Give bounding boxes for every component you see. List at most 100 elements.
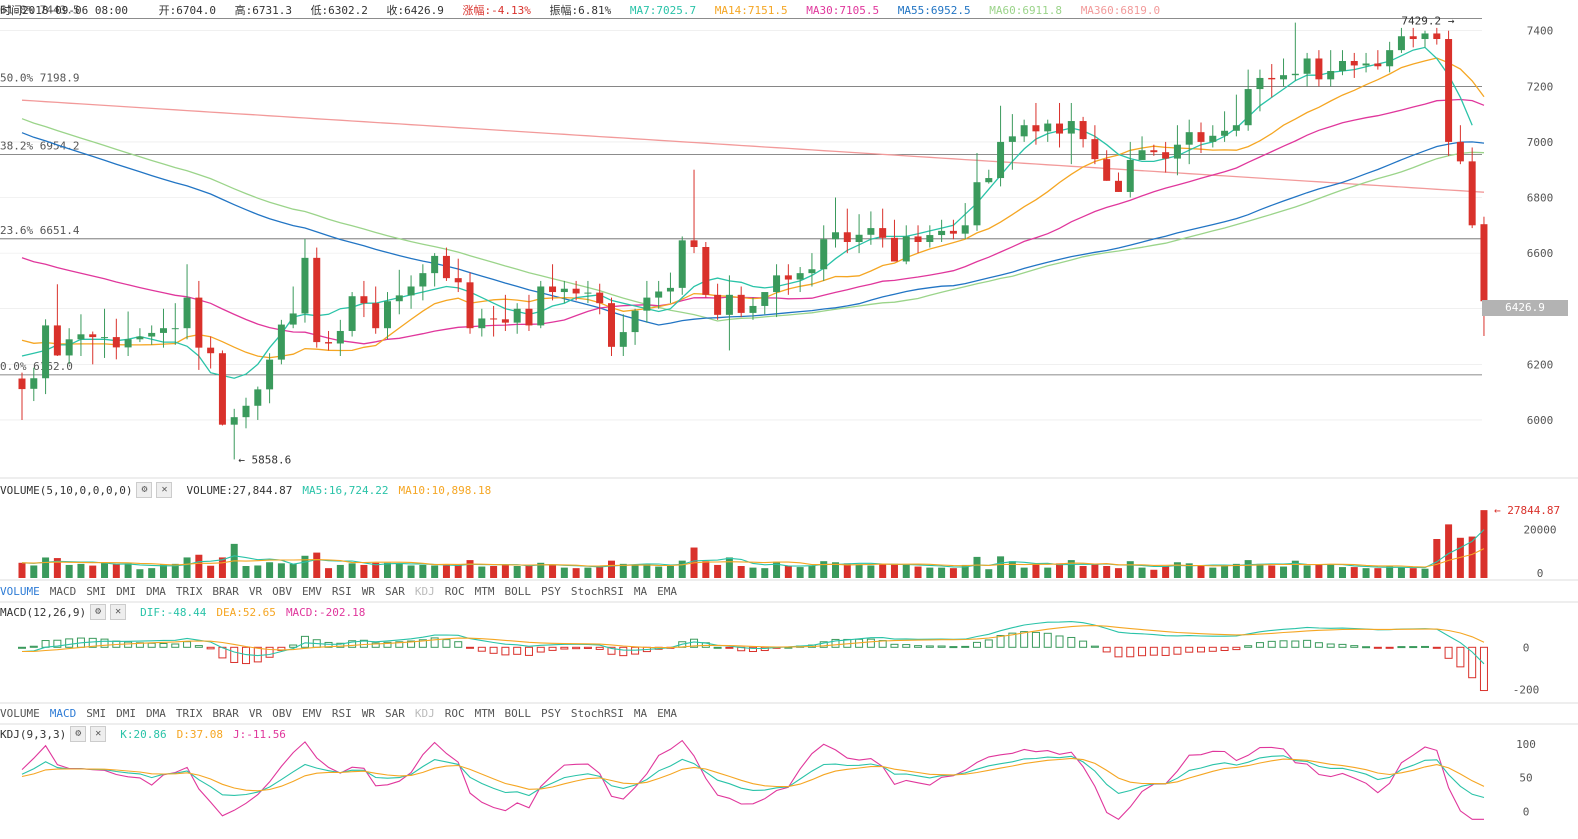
volume-bar [643,564,650,578]
macd-bar [148,643,155,647]
tab-trix[interactable]: TRIX [176,585,203,601]
tab-rsi[interactable]: RSI [332,707,352,723]
low-value: 低:6302.2 [311,4,368,17]
macd-bar [1091,646,1098,647]
volume-bar [125,563,132,578]
volume-ma10-line [22,549,1484,567]
tab-macd[interactable]: MACD [50,707,77,723]
volume-bar [714,565,721,578]
tab-trix[interactable]: TRIX [176,707,203,723]
tab-mtm[interactable]: MTM [475,707,495,723]
volume-settings-gear-icon[interactable]: ⚙ [136,482,152,498]
tab-brar[interactable]: BRAR [212,707,239,723]
tab-ema[interactable]: EMA [657,707,677,723]
candle-body [832,232,839,239]
tab-smi[interactable]: SMI [86,707,106,723]
tab-dma[interactable]: DMA [146,585,166,601]
macd-bar [1339,644,1346,647]
candle-body [679,240,686,288]
tab-sar[interactable]: SAR [385,585,405,601]
tab-macd[interactable]: MACD [50,585,77,601]
tab-brar[interactable]: BRAR [212,585,239,601]
tab-emv[interactable]: EMV [302,585,322,601]
macd-tick-label: -200 [1513,683,1540,696]
tab-wr[interactable]: WR [362,707,375,723]
fib-label: 23.6% 6651.4 [0,224,80,237]
tab-dmi[interactable]: DMI [116,707,136,723]
tab-vr[interactable]: VR [249,707,262,723]
candle-body [738,295,745,313]
macd-bar [714,647,721,648]
tab-volume[interactable]: VOLUME [0,585,40,601]
macd-bar [867,639,874,647]
tab-obv[interactable]: OBV [272,585,292,601]
tab-dma[interactable]: DMA [146,707,166,723]
volume-bar [573,568,580,578]
volume-bar [1315,565,1322,578]
tab-emv[interactable]: EMV [302,707,322,723]
tab-smi[interactable]: SMI [86,585,106,601]
open-value: 开:6704.0 [159,4,216,17]
candle-body [997,142,1004,178]
volume-bar [1256,564,1263,578]
volume-bar [561,568,568,578]
tab-stochrsi[interactable]: StochRSI [571,707,624,723]
tab-boll[interactable]: BOLL [505,585,532,601]
macd-bar [1198,647,1205,652]
tab-boll[interactable]: BOLL [505,707,532,723]
volume-bar [1221,566,1228,578]
candle-body [797,273,804,279]
ma30-value: MA30:7105.5 [806,4,879,17]
ma7-value: MA7:7025.7 [630,4,696,17]
volume-bar [785,566,792,578]
tab-ma[interactable]: MA [634,585,647,601]
volume-bar [596,566,603,578]
candle-body [773,275,780,292]
volume-tick-label: 20000 [1523,523,1556,536]
volume-bar [1410,568,1417,578]
tab-roc[interactable]: ROC [445,585,465,601]
tab-vr[interactable]: VR [249,585,262,601]
candle-body [749,306,756,313]
volume-bar [490,566,497,578]
volume-bar [42,557,49,578]
tab-dmi[interactable]: DMI [116,585,136,601]
volume-bar [608,561,615,578]
volume-last-label: ← 27844.87 [1494,504,1560,517]
macd-bar [1174,647,1181,654]
volume-bar [1032,564,1039,578]
tab-ma[interactable]: MA [634,707,647,723]
tab-wr[interactable]: WR [362,585,375,601]
macd-bar [1162,647,1169,655]
volume-bar [1056,563,1063,578]
tab-obv[interactable]: OBV [272,707,292,723]
volume-close-icon[interactable]: ✕ [156,482,172,498]
tab-kdj[interactable]: KDJ [415,707,435,723]
tab-kdj[interactable]: KDJ [415,585,435,601]
tab-sar[interactable]: SAR [385,707,405,723]
tab-stochrsi[interactable]: StochRSI [571,585,624,601]
tab-volume[interactable]: VOLUME [0,707,40,723]
tab-rsi[interactable]: RSI [332,585,352,601]
macd-settings-gear-icon[interactable]: ⚙ [90,604,106,620]
tab-mtm[interactable]: MTM [475,585,495,601]
volume-value: VOLUME:27,844.87 [186,484,292,497]
kdj-close-icon[interactable]: ✕ [90,726,106,742]
volume-bar [337,565,344,578]
candle-body [1221,131,1228,136]
kdj-settings-gear-icon[interactable]: ⚙ [70,726,86,742]
tab-psy[interactable]: PSY [541,707,561,723]
tab-psy[interactable]: PSY [541,585,561,601]
candle-body [1445,39,1452,142]
tab-ema[interactable]: EMA [657,585,677,601]
volume-bar [632,565,639,578]
candle-body [254,389,261,405]
tab-roc[interactable]: ROC [445,707,465,723]
macd-bar [1398,647,1405,648]
candle-body [1469,161,1476,225]
volume-bar [915,567,922,578]
macd-bar [1280,641,1287,647]
macd-close-icon[interactable]: ✕ [110,604,126,620]
macd-bar [42,641,49,648]
volume-bar [66,565,73,578]
